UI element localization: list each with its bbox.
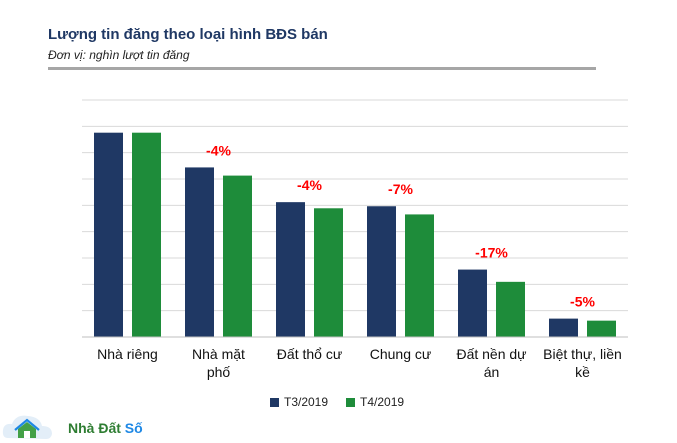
logo-text-primary: Nhà Đất [68,420,125,436]
bar-T4-2019 [314,208,343,337]
category-label: kề [575,364,590,380]
legend-swatch-t3 [270,397,279,407]
nha-dat-so-logo-icon [2,415,52,439]
bar-T3-2019 [458,269,487,337]
bar-T4-2019 [496,281,525,337]
bar-T3-2019 [549,318,578,337]
category-label: Đất nền dự [456,346,526,362]
legend-label-t4: T4/2019 [360,395,405,409]
title-divider [48,67,596,70]
category-label: Nhà mặt [192,346,245,362]
category-label: Biệt thự, liền [543,346,622,362]
logo-text: Nhà Đất Số [68,420,143,436]
bar-T3-2019 [367,206,396,337]
category-label: Chung cư [370,346,432,362]
change-annotation: -5% [570,294,595,310]
bar-T4-2019 [132,132,161,337]
category-label: án [484,364,500,380]
change-annotation: -4% [206,142,231,158]
bar-T3-2019 [94,132,123,337]
bar-T4-2019 [587,320,616,337]
chart-title: Lượng tin đăng theo loại hình BĐS bán [48,26,328,43]
bar-T4-2019 [223,175,252,337]
change-annotation: -4% [297,177,322,193]
category-label: Nhà riêng [97,346,158,362]
change-annotation: -17% [475,245,508,261]
legend-label-t3: T3/2019 [284,395,329,409]
change-annotation: -7% [388,181,413,197]
bar-T3-2019 [185,167,214,337]
bar-T4-2019 [405,214,434,337]
logo-text-accent: Số [124,420,143,436]
chart-subtitle: Đơn vị: nghìn lượt tin đăng [48,48,190,62]
category-label: phố [207,364,231,380]
legend-item-t3: T3/2019 [270,395,328,409]
legend-item-t4: T4/2019 [346,395,404,409]
legend-swatch-t4 [346,397,356,407]
category-label: Đất thổ cư [277,346,342,362]
chart-legend: T3/2019 T4/2019 [270,395,404,409]
bar-T3-2019 [276,202,305,337]
